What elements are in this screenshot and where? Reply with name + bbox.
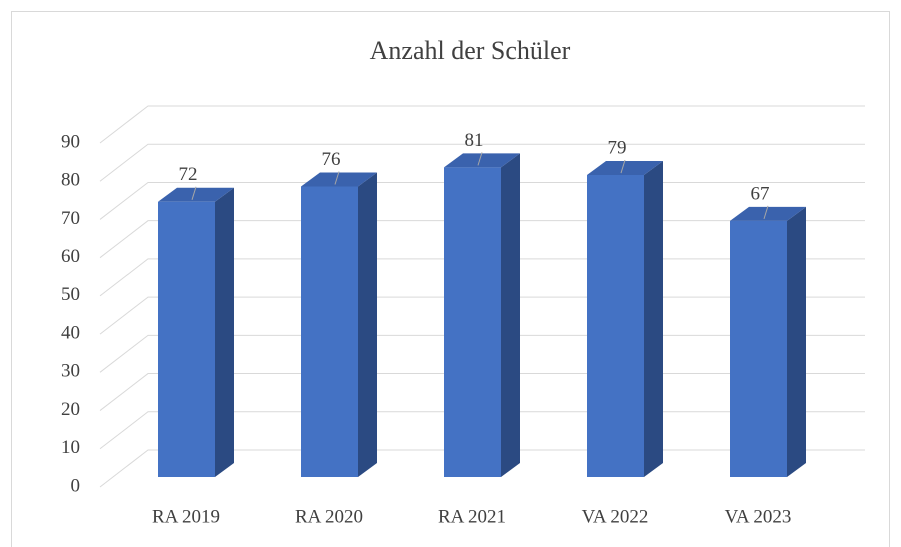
data-label: 72 — [179, 164, 198, 185]
leader-line — [477, 152, 483, 166]
bar — [587, 161, 663, 478]
bar-front — [158, 201, 215, 478]
leader-line — [191, 186, 197, 200]
data-label: 79 — [608, 137, 627, 158]
leader-line — [334, 171, 340, 185]
grid-line — [99, 105, 865, 144]
bar-side — [644, 161, 663, 478]
x-tick-label: VA 2023 — [725, 506, 792, 527]
bar-side — [358, 172, 377, 477]
data-label: 76 — [322, 149, 341, 170]
bar-front — [587, 175, 644, 478]
bar — [730, 206, 806, 477]
bar-top — [730, 206, 806, 221]
bar — [158, 187, 234, 478]
bar — [444, 153, 520, 477]
grid-line — [99, 143, 865, 182]
y-tick-label: 70 — [61, 208, 80, 229]
x-tick-label: VA 2022 — [582, 506, 649, 527]
bar-front — [301, 186, 358, 477]
y-tick-label: 0 — [71, 475, 81, 496]
y-tick-label: 90 — [61, 131, 80, 152]
bar — [301, 172, 377, 477]
data-label: 67 — [751, 183, 770, 204]
y-tick-label: 40 — [61, 322, 80, 343]
y-tick-label: 50 — [61, 284, 80, 305]
bar-front — [444, 167, 501, 477]
bar-top — [158, 187, 234, 202]
chart-title: Anzahl der Schüler — [370, 36, 571, 65]
bar-side — [215, 187, 234, 478]
leader-line — [620, 159, 626, 174]
y-tick-label: 30 — [61, 361, 80, 382]
x-tick-label: RA 2019 — [152, 506, 220, 527]
x-tick-label: RA 2021 — [438, 506, 506, 527]
y-tick-label: 80 — [61, 170, 80, 191]
bar-top — [301, 172, 377, 187]
bar-top — [444, 153, 520, 168]
y-tick-label: 60 — [61, 246, 80, 267]
bar-front — [730, 220, 787, 477]
y-tick-label: 20 — [61, 399, 80, 420]
bar-side — [787, 206, 806, 477]
bar-top — [587, 161, 663, 176]
data-label: 81 — [465, 130, 484, 151]
y-tick-label: 10 — [61, 437, 80, 458]
x-tick-label: RA 2020 — [295, 506, 363, 527]
bar-side — [501, 153, 520, 477]
leader-line — [763, 205, 769, 220]
